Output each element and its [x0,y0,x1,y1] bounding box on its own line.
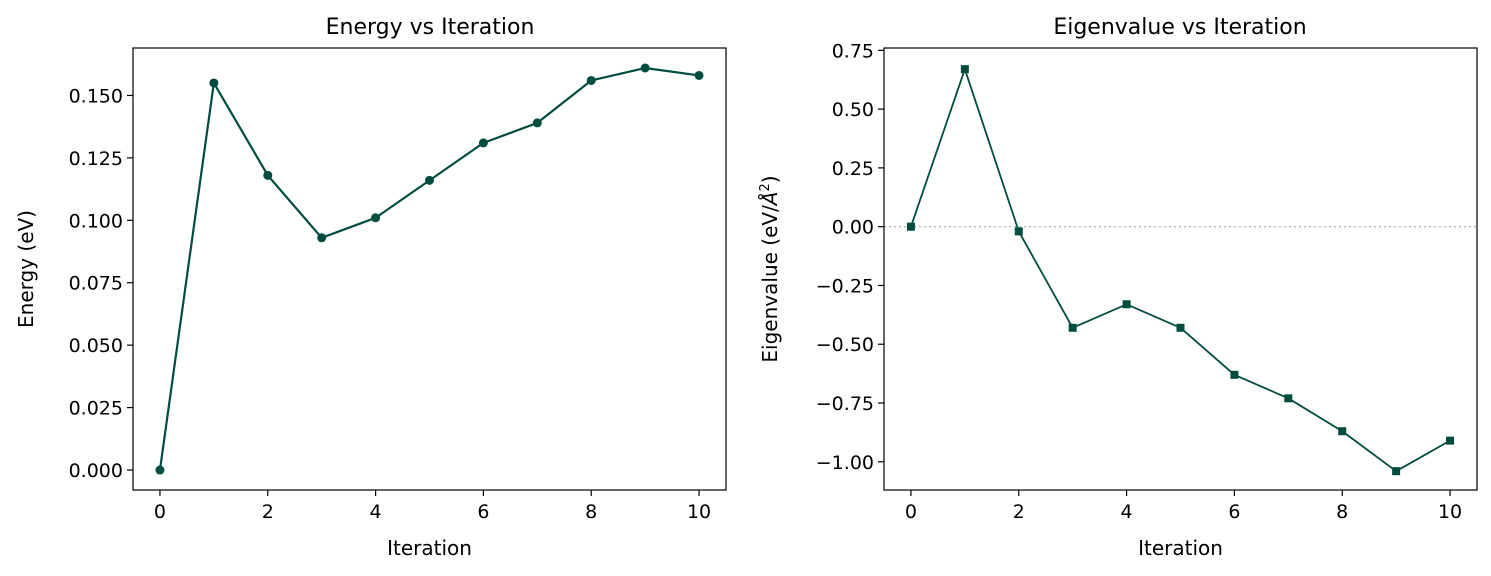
energy-x-tick-label: 2 [262,501,274,523]
energy-data-point [640,63,650,73]
eigenvalue-data-point [1392,467,1401,476]
energy-x-tick-label: 10 [687,501,711,523]
eigenvalue-x-tick-label: 2 [1013,501,1025,523]
energy-y-tick-label: 0.100 [69,210,123,232]
eigenvalue-y-tick-label: 0.25 [832,158,874,180]
energy-data-point [209,78,219,88]
energy-x-tick-label: 4 [370,501,382,523]
eigenvalue-y-label-main: Eigenvalue (eV/ [758,205,782,363]
energy-data-point [478,138,488,148]
eigenvalue-data-point [1338,427,1347,436]
energy-data-point [532,118,542,128]
eigenvalue-data-point [1014,227,1023,236]
eigenvalue-x-tick-label: 4 [1121,501,1133,523]
eigenvalue-data-point [1068,323,1077,332]
energy-x-tick-label: 8 [585,501,597,523]
eigenvalue-data-point [1176,323,1185,332]
eigenvalue-data-point [906,222,915,231]
eigenvalue-data-point [960,65,969,74]
eigenvalue-y-tick-label: 0.50 [832,99,874,121]
energy-x-tick-label: 6 [477,501,489,523]
eigenvalue-y-tick-label: 0.00 [832,217,874,239]
eigenvalue-y-label-close: ) [758,175,782,183]
eigenvalue-ticks: 0 2 4 6 8 10 −1.00 −0.75 −0.50 −0.25 0.00 0.25 0.50 0… [816,40,1462,523]
eigenvalue-x-axis-label: Iteration [1138,536,1223,560]
energy-data-point [371,213,381,223]
eigenvalue-data-point [1230,370,1239,379]
eigenvalue-data-point [1446,436,1455,445]
eigenvalue-y-axis-label: Eigenvalue (eV/Å2) [758,175,782,362]
eigenvalue-x-tick-label: 10 [1438,501,1462,523]
eigenvalue-data-point [1284,394,1293,403]
eigenvalue-y-tick-label: −0.25 [816,275,874,297]
energy-chart: Energy vs Iteration 0 2 4 6 8 10 0.000 0.025 0.0… [14,15,727,560]
energy-data-point [425,175,434,185]
eigenvalue-y-tick-label: −1.00 [816,452,874,474]
energy-plot-frame [132,47,727,491]
energy-data-point [586,75,596,85]
energy-marks [155,63,704,475]
eigenvalue-chart-title: Eigenvalue vs Iteration [1053,15,1306,40]
eigenvalue-x-tick-label: 8 [1336,501,1348,523]
energy-chart-title: Energy vs Iteration [326,15,535,40]
eigenvalue-x-tick-label: 0 [905,501,917,523]
energy-y-tick-label: 0.075 [69,273,123,295]
eigenvalue-x-tick-label: 6 [1228,501,1240,523]
energy-x-tick-label: 0 [154,501,166,523]
eigenvalue-y-tick-label: −0.75 [816,393,874,415]
eigenvalue-y-tick-label: 0.75 [832,40,874,62]
eigenvalue-marks [884,65,1477,476]
energy-data-point [694,70,704,80]
energy-y-tick-label: 0.150 [69,85,123,107]
energy-data-point [155,465,165,475]
eigenvalue-y-tick-label: −0.50 [816,334,874,356]
eigenvalue-y-label-unit: Å [758,192,782,208]
energy-data-point [317,233,327,243]
energy-ticks: 0 2 4 6 8 10 0.000 0.025 0.050 0.075 0.100 0.125 0.1… [69,85,712,523]
energy-data-point [263,170,273,180]
eigenvalue-y-label-exp: 2 [758,183,773,191]
energy-y-tick-label: 0.050 [69,335,123,357]
energy-y-tick-label: 0.025 [69,398,123,420]
energy-y-tick-label: 0.000 [69,460,123,482]
eigenvalue-chart: Eigenvalue vs Iteration 0 2 4 6 8 10 −1.00 −0.7… [758,15,1478,560]
energy-y-tick-label: 0.125 [69,148,123,170]
eigenvalue-plot-frame [883,47,1478,491]
energy-x-axis-label: Iteration [387,536,472,560]
energy-y-axis-label: Energy (eV) [14,210,38,328]
eigenvalue-data-point [1122,300,1131,309]
